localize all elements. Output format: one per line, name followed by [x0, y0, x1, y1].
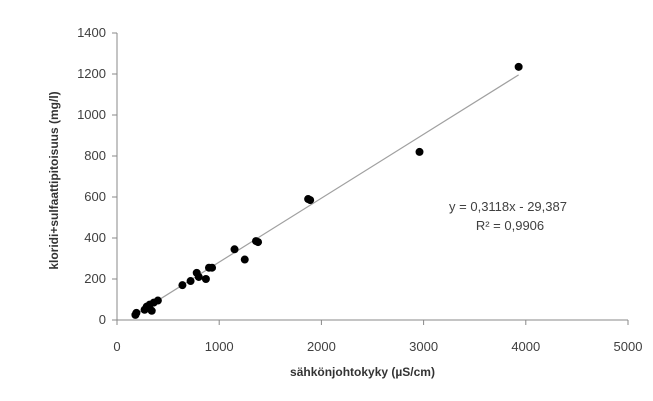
x-tick-label: 0	[113, 339, 120, 354]
y-tick-label: 1400	[77, 25, 106, 40]
y-tick-label: 200	[84, 271, 106, 286]
r-squared-label: R² = 0,9906	[476, 218, 544, 233]
data-points	[131, 62, 523, 319]
data-point	[306, 196, 315, 205]
y-tick-label: 800	[84, 148, 106, 163]
y-axis-title: kloridi+sulfaattipitoisuus (mg/l)	[47, 91, 61, 269]
x-tick-label: 5000	[614, 339, 643, 354]
y-axis-ticks: 0 200 400 600 800 1000 1200 1400	[77, 25, 117, 327]
data-point	[147, 306, 156, 315]
data-point	[132, 308, 141, 317]
trendline-equation: y = 0,3118x - 29,387	[449, 199, 567, 214]
x-tick-label: 1000	[205, 339, 234, 354]
data-point	[254, 238, 263, 247]
x-axis-title: sähkönjohtokyky (µS/cm)	[290, 365, 435, 379]
data-point	[178, 281, 187, 290]
y-tick-label: 1000	[77, 107, 106, 122]
data-point	[415, 147, 424, 156]
data-point	[153, 296, 162, 305]
data-point	[208, 263, 217, 272]
data-point	[201, 275, 210, 283]
data-point	[514, 62, 523, 71]
y-tick-label: 1200	[77, 66, 106, 81]
y-tick-label: 400	[84, 230, 106, 245]
x-axis-ticks: 0 1000 2000 3000 4000 5000	[113, 320, 642, 354]
data-point	[194, 272, 203, 281]
y-tick-label: 0	[99, 312, 106, 327]
axes	[116, 33, 628, 321]
data-point	[186, 277, 195, 286]
x-tick-label: 4000	[511, 339, 540, 354]
data-point	[230, 245, 239, 254]
y-tick-label: 600	[84, 189, 106, 204]
x-tick-label: 3000	[409, 339, 438, 354]
x-tick-label: 2000	[307, 339, 336, 354]
data-point	[240, 255, 249, 264]
